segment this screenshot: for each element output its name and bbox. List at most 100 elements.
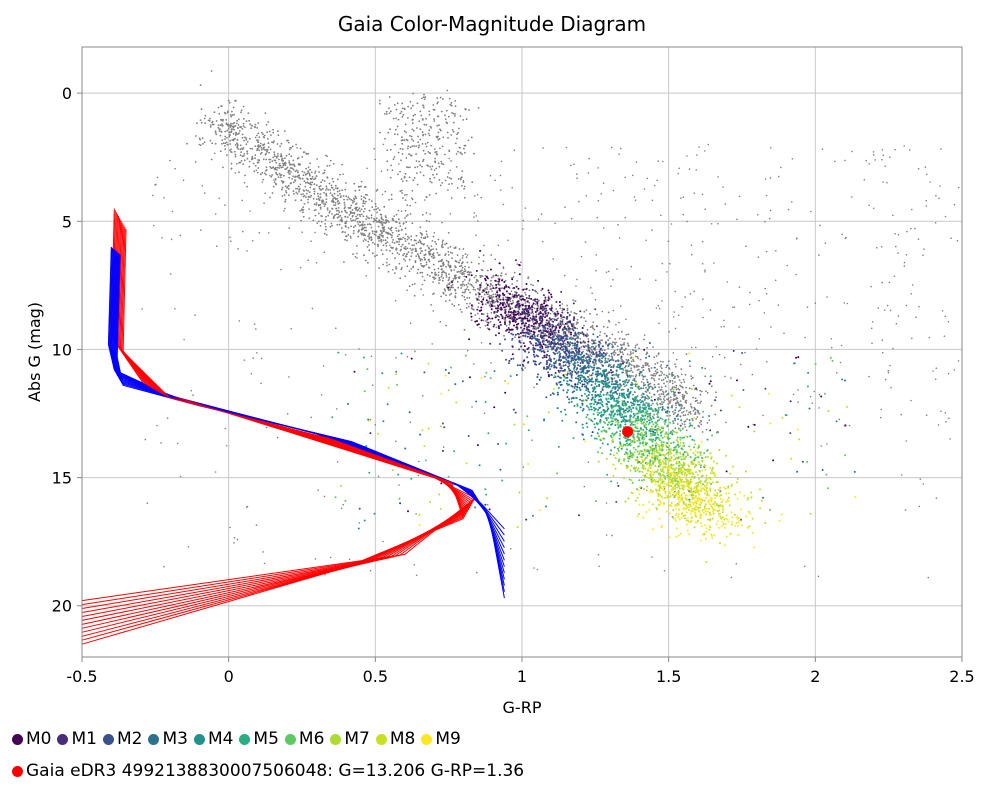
background-star — [234, 150, 236, 153]
series-point-m0 — [557, 312, 560, 315]
background-star — [498, 316, 501, 318]
background-star — [257, 144, 260, 147]
background-star — [388, 112, 391, 115]
background-star — [400, 178, 403, 181]
background-star — [406, 238, 409, 241]
background-star — [281, 166, 284, 169]
series-point-m0 — [495, 274, 498, 277]
background-star — [448, 273, 450, 276]
background-star — [460, 283, 463, 286]
background-star — [947, 321, 950, 323]
background-star — [170, 238, 173, 241]
series-point-m1 — [532, 333, 535, 336]
background-star — [447, 172, 450, 174]
background-star — [409, 166, 411, 169]
background-star — [417, 268, 420, 271]
series-point-m3 — [577, 371, 579, 374]
background-star — [479, 276, 482, 279]
background-star — [423, 98, 426, 100]
series-point-m1 — [503, 301, 505, 304]
background-star — [388, 107, 390, 110]
series-point-m0 — [480, 309, 483, 312]
background-star — [463, 273, 465, 275]
background-star — [429, 152, 431, 155]
background-star — [301, 156, 304, 158]
background-star — [459, 146, 461, 149]
background-star — [522, 228, 524, 230]
background-star — [667, 397, 670, 399]
series-point-m2 — [576, 367, 579, 370]
background-star — [410, 107, 413, 110]
background-star — [570, 164, 572, 167]
background-star — [637, 357, 639, 360]
background-star — [292, 159, 295, 162]
background-star — [740, 363, 742, 366]
background-star — [516, 280, 519, 282]
background-star — [626, 353, 629, 356]
series-point-m2 — [516, 364, 519, 367]
background-star — [310, 171, 313, 174]
background-star — [201, 137, 204, 140]
background-star — [229, 143, 232, 145]
series-point-m2 — [549, 358, 552, 361]
background-star — [413, 244, 415, 247]
background-star — [895, 322, 898, 325]
background-star — [705, 390, 707, 393]
series-point-m3 — [582, 356, 585, 358]
background-star — [446, 284, 448, 287]
series-point-m2 — [571, 328, 574, 330]
background-star — [273, 159, 276, 162]
background-star — [484, 274, 487, 277]
background-star — [395, 249, 398, 251]
series-point-m2 — [532, 353, 535, 356]
background-star — [392, 219, 395, 222]
background-star — [326, 176, 329, 179]
background-star — [310, 194, 313, 197]
background-star — [653, 413, 655, 416]
background-star — [438, 165, 441, 168]
background-star — [179, 475, 182, 478]
background-star — [319, 208, 322, 210]
series-point-m0 — [480, 306, 483, 309]
background-star — [570, 217, 573, 220]
series-point-m1 — [486, 301, 489, 304]
series-point-m3 — [588, 362, 591, 365]
background-star — [360, 233, 363, 236]
background-star — [620, 147, 622, 150]
background-star — [326, 187, 328, 189]
background-star — [398, 238, 401, 241]
background-star — [305, 167, 308, 170]
series-point-m0 — [558, 326, 561, 329]
background-star — [720, 326, 723, 328]
series-point-m1 — [479, 286, 482, 289]
background-star — [440, 160, 443, 163]
series-point-m2 — [539, 346, 542, 349]
background-star — [568, 364, 571, 367]
series-point-m3 — [607, 343, 610, 346]
series-point-m2 — [548, 359, 550, 361]
background-star — [391, 241, 394, 244]
background-star — [390, 198, 393, 201]
background-star — [478, 256, 480, 259]
background-star — [603, 349, 606, 352]
background-star — [378, 237, 381, 240]
background-star — [429, 125, 432, 128]
background-star — [501, 287, 504, 289]
background-star — [285, 191, 288, 194]
background-star — [597, 167, 599, 169]
background-star — [537, 305, 540, 307]
background-star — [446, 176, 449, 178]
background-star — [463, 296, 466, 298]
background-star — [232, 132, 235, 135]
background-star — [307, 170, 310, 173]
background-star — [409, 100, 412, 103]
background-star — [304, 185, 307, 188]
background-star — [370, 216, 373, 219]
background-star — [642, 369, 644, 371]
background-star — [492, 274, 495, 277]
background-star — [674, 381, 676, 383]
background-star — [276, 169, 278, 171]
background-star — [240, 126, 243, 128]
background-star — [255, 169, 258, 172]
series-point-m2 — [548, 340, 551, 343]
